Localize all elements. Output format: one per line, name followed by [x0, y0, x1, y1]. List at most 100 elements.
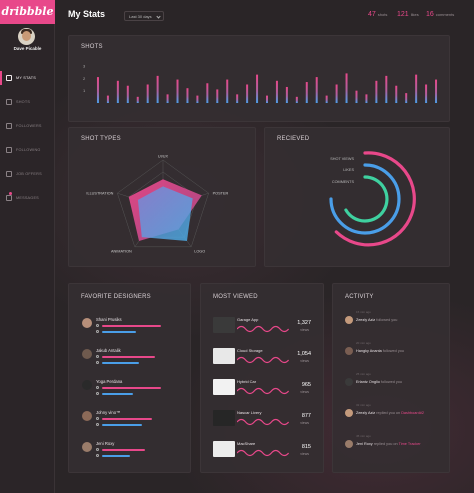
ring-comments: [344, 175, 389, 223]
shots-bar[interactable]: [246, 84, 249, 104]
shots-bar[interactable]: [216, 89, 219, 103]
shots-bar[interactable]: [206, 83, 209, 103]
shots-bar[interactable]: [375, 80, 378, 103]
shots-bar[interactable]: [325, 95, 328, 103]
views-count: 877: [301, 413, 311, 419]
sidebar-item-label: FOLLOWING: [16, 148, 41, 152]
shots-bar[interactable]: [136, 96, 139, 103]
shots-bar[interactable]: [385, 75, 388, 103]
avatar[interactable]: [18, 28, 35, 45]
activity-target[interactable]: Time Tracker: [398, 442, 421, 446]
most-viewed-row[interactable]: Hybrid Car 965 views: [201, 376, 323, 406]
shots-bar[interactable]: [275, 80, 278, 103]
heart-icon: [96, 417, 99, 420]
shots-bar[interactable]: [285, 86, 288, 103]
activity-row: 45 min ago Jeni Roxy replied you on Time …: [333, 434, 449, 464]
radar-axis-label: ILLUSTRATION: [86, 192, 113, 196]
shots-bar[interactable]: [365, 94, 368, 103]
activity-user[interactable]: Hangky Ananta: [356, 349, 382, 353]
shot-types-radar: UI/UX POSTER LOGO ANIMATION ILLUSTRATION: [86, 155, 228, 254]
shots-bar[interactable]: [176, 79, 179, 103]
activity-target[interactable]: Dashboard#2: [401, 411, 424, 415]
shots-card: SHOTS 3 2 1: [68, 35, 450, 122]
activity-user[interactable]: Zeezly Aziz: [356, 318, 376, 322]
shots-bar[interactable]: [126, 85, 129, 103]
likes-bar: [102, 325, 161, 327]
activity-row: 20 min ago Hangky Ananta followed you: [333, 341, 449, 371]
activity-time: 45 min ago: [356, 434, 371, 438]
avatar[interactable]: [345, 440, 353, 448]
avatar[interactable]: [82, 442, 92, 452]
designer-name[interactable]: Johny vino™: [96, 410, 121, 415]
shots-bar[interactable]: [395, 85, 398, 103]
avatar[interactable]: [82, 380, 92, 390]
avatar[interactable]: [82, 318, 92, 328]
dribbble-logo[interactable]: dribbble: [0, 0, 55, 24]
shots-bar[interactable]: [415, 74, 418, 103]
most-viewed-card: MOST VIEWED Garage App 1,327 views Cloud St…: [200, 283, 324, 473]
shots-bar[interactable]: [236, 94, 239, 103]
shots-bar[interactable]: [345, 73, 348, 103]
designer-row[interactable]: Jeni Roxy: [69, 438, 190, 468]
activity-user[interactable]: Zeezly Aziz: [356, 411, 376, 415]
shots-bar[interactable]: [315, 77, 318, 103]
most-viewed-row[interactable]: Cloud Storage 1,054 views: [201, 345, 323, 375]
designer-name[interactable]: Yoga Perdana: [96, 379, 123, 384]
activity-user[interactable]: Erlantz Onglio: [356, 380, 380, 384]
shots-bar[interactable]: [435, 79, 438, 103]
designer-row[interactable]: Jakub Antalik: [69, 345, 190, 375]
shots-bar[interactable]: [256, 74, 259, 103]
sidebar-item-followers[interactable]: FOLLOWERS: [0, 114, 55, 138]
sidebar-item-shots[interactable]: SHOTS: [0, 90, 55, 114]
shots-bar[interactable]: [305, 82, 308, 103]
shots-bar[interactable]: [156, 75, 159, 103]
avatar[interactable]: [345, 409, 353, 417]
sidebar-item-following[interactable]: FOLLOWING: [0, 138, 55, 162]
designer-name[interactable]: Jeni Roxy: [96, 441, 115, 446]
designer-name[interactable]: Jakub Antalik: [96, 348, 121, 353]
shots-bar[interactable]: [335, 84, 338, 104]
most-viewed-row[interactable]: Nascar Livery 877 views: [201, 407, 323, 437]
avatar[interactable]: [82, 411, 92, 421]
shot-thumbnail[interactable]: [213, 379, 235, 395]
shot-thumbnail[interactable]: [213, 317, 235, 333]
activity-row: 32 min ago Zeezly Aziz replied you on Das…: [333, 403, 449, 433]
shots-bar[interactable]: [196, 95, 199, 103]
avatar[interactable]: [345, 378, 353, 386]
shots-bar[interactable]: [295, 96, 298, 103]
shot-thumbnail[interactable]: [213, 441, 235, 457]
views-bar: [102, 455, 130, 457]
avatar[interactable]: [345, 316, 353, 324]
designer-name[interactable]: Shani Prusiks: [96, 317, 122, 322]
radar-axis-label: UI/UX: [158, 155, 169, 159]
sparkline-path: [237, 449, 289, 457]
sidebar-item-job-offers[interactable]: JOB OFFERS: [0, 162, 55, 186]
designer-row[interactable]: Shani Prusiks: [69, 314, 190, 344]
shot-thumbnail[interactable]: [213, 348, 235, 364]
most-viewed-row[interactable]: Garage App 1,327 views: [201, 314, 323, 344]
date-range-select[interactable]: Last 30 days: [124, 11, 164, 21]
activity-time: 32 min ago: [356, 403, 371, 407]
avatar[interactable]: [345, 347, 353, 355]
shot-thumbnail[interactable]: [213, 410, 235, 426]
shots-bar[interactable]: [186, 88, 189, 103]
shots-bar[interactable]: [266, 95, 268, 103]
shots-bar[interactable]: [405, 93, 408, 103]
shots-bar[interactable]: [96, 77, 99, 103]
ring-likes: [329, 163, 401, 235]
stat-shots-num: 47: [368, 11, 376, 18]
shots-bar[interactable]: [226, 79, 229, 103]
sidebar-item-my-stats[interactable]: MY STATS: [0, 66, 55, 90]
most-viewed-row[interactable]: MacShare 815 views: [201, 438, 323, 468]
shots-bar[interactable]: [116, 80, 119, 103]
activity-user[interactable]: Jeni Roxy: [356, 442, 373, 446]
designer-row[interactable]: Yoga Perdana: [69, 376, 190, 406]
shots-bar[interactable]: [355, 90, 358, 103]
sidebar-item-messages[interactable]: MESSAGES: [0, 186, 55, 210]
shots-bar[interactable]: [146, 84, 149, 104]
avatar[interactable]: [82, 349, 92, 359]
shots-bar[interactable]: [425, 84, 428, 104]
designer-row[interactable]: Johny vino™: [69, 407, 190, 437]
shots-bar[interactable]: [166, 94, 169, 103]
shots-bar[interactable]: [106, 95, 109, 103]
